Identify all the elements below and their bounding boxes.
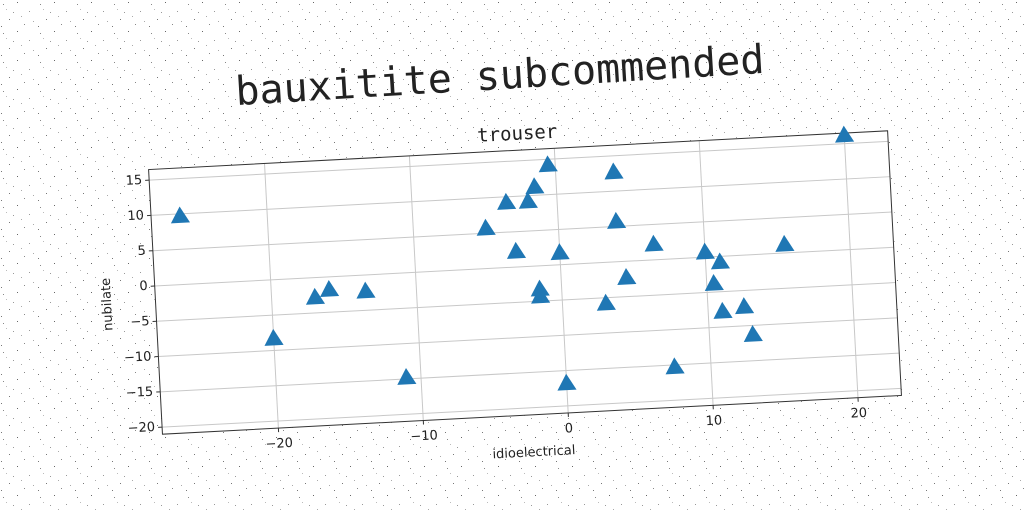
y-tick-label: 10	[127, 208, 144, 224]
x-tick-label: −10	[410, 428, 438, 444]
plot-area	[149, 131, 902, 434]
subtitle: trouser	[477, 121, 558, 147]
y-tick-label: −5	[130, 314, 150, 330]
y-tick-label: −20	[127, 420, 155, 436]
y-tick-label: 0	[139, 279, 148, 294]
x-tick-label: 20	[850, 406, 867, 422]
y-tick-label: 15	[125, 173, 142, 189]
x-tick-label: 10	[705, 413, 722, 429]
y-axis-label: nubilate	[99, 278, 117, 332]
y-tick-label: −15	[125, 385, 153, 401]
y-tick-label: −10	[124, 349, 152, 365]
x-tick-label: 0	[564, 421, 573, 436]
x-tick-label: −20	[265, 436, 293, 452]
y-tick-label: 5	[137, 244, 146, 259]
